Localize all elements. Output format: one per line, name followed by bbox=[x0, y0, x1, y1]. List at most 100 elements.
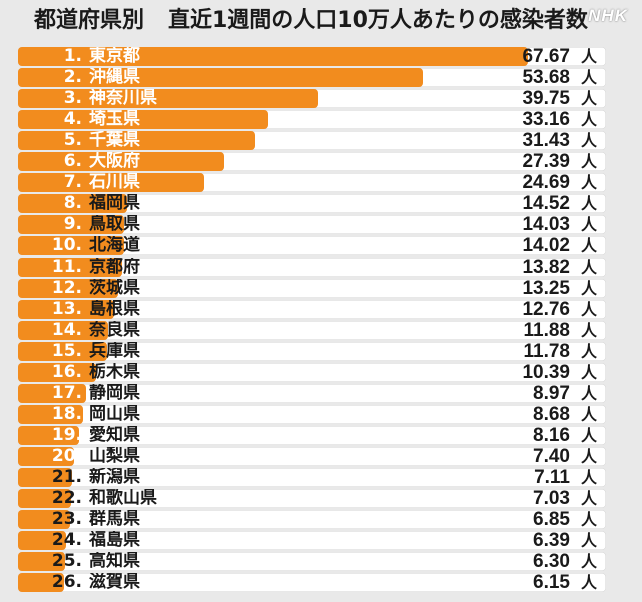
bar bbox=[18, 110, 268, 130]
unit-label: 人 bbox=[580, 341, 597, 361]
bar bbox=[18, 257, 123, 277]
prefecture-label: 茨城県 bbox=[89, 278, 140, 298]
rank-label: 8. bbox=[63, 194, 82, 214]
bar bbox=[18, 425, 80, 445]
prefecture-label: 京都府 bbox=[89, 257, 140, 277]
bar-row: 18. 岡山県 8.68 人 bbox=[18, 404, 606, 424]
rank-label: 11. bbox=[51, 257, 82, 277]
value-label: 8.97 bbox=[533, 383, 570, 403]
value-label: 24.69 bbox=[522, 173, 570, 193]
rank-label: 19. bbox=[51, 425, 82, 445]
rank-label: 16. bbox=[51, 362, 82, 382]
value-label: 67.67 bbox=[522, 47, 570, 66]
rank-label: 7. bbox=[63, 173, 82, 193]
chart-title: 都道府県別 直近1週間の人口10万人あたりの感染者数 bbox=[0, 0, 642, 42]
rank-label: 24. bbox=[51, 531, 82, 551]
bar bbox=[18, 173, 205, 193]
value-label: 13.25 bbox=[522, 278, 570, 298]
prefecture-label: 千葉県 bbox=[89, 131, 140, 151]
value-label: 13.82 bbox=[522, 257, 570, 277]
unit-label: 人 bbox=[580, 552, 597, 572]
bar bbox=[18, 446, 74, 466]
value-label: 31.43 bbox=[522, 131, 570, 151]
rank-label: 20. bbox=[51, 446, 82, 466]
bar bbox=[18, 489, 71, 509]
prefecture-label: 山梨県 bbox=[89, 446, 140, 466]
value-label: 11.78 bbox=[523, 341, 571, 361]
value-label: 53.68 bbox=[522, 68, 570, 88]
rank-label: 22. bbox=[51, 489, 82, 509]
unit-label: 人 bbox=[580, 89, 597, 109]
bar-row: 6. 大阪府 27.39 人 bbox=[18, 152, 606, 172]
prefecture-label: 埼玉県 bbox=[89, 110, 140, 130]
prefecture-label: 岡山県 bbox=[89, 404, 140, 424]
bar-row: 15. 兵庫県 11.78 人 bbox=[18, 341, 606, 361]
bar-row: 21. 新潟県 7.11 人 bbox=[18, 468, 606, 487]
value-label: 14.52 bbox=[522, 194, 570, 214]
value-label: 7.11 bbox=[534, 468, 570, 487]
unit-label: 人 bbox=[580, 383, 597, 403]
value-label: 7.03 bbox=[533, 489, 570, 509]
rank-label: 23. bbox=[51, 510, 82, 530]
chart-title-sub: 直近1週間の人口10万人あたりの感染者数 bbox=[168, 8, 588, 33]
unit-label: 人 bbox=[580, 489, 597, 509]
bar-row: 16. 栃木県 10.39 人 bbox=[18, 362, 606, 382]
bar-row: 26. 滋賀県 6.15 人 bbox=[18, 573, 606, 593]
prefecture-label: 静岡県 bbox=[89, 383, 140, 403]
bar bbox=[18, 341, 107, 361]
value-label: 10.39 bbox=[522, 362, 570, 382]
prefecture-label: 石川県 bbox=[89, 173, 140, 193]
prefecture-label: 神奈川県 bbox=[89, 89, 157, 109]
value-label: 8.16 bbox=[533, 425, 570, 445]
rank-label: 18. bbox=[51, 404, 82, 424]
bar bbox=[18, 510, 70, 530]
bar bbox=[18, 299, 115, 319]
bar bbox=[18, 152, 225, 172]
rank-label: 10. bbox=[51, 236, 82, 256]
value-label: 7.40 bbox=[533, 446, 570, 466]
bar bbox=[18, 89, 318, 109]
unit-label: 人 bbox=[580, 47, 597, 66]
bar-row: 5. 千葉県 31.43 人 bbox=[18, 131, 606, 151]
prefecture-label: 北海道 bbox=[89, 236, 140, 256]
bar bbox=[18, 468, 72, 487]
rank-label: 3. bbox=[63, 89, 82, 109]
unit-label: 人 bbox=[580, 152, 597, 172]
bar bbox=[18, 362, 97, 382]
unit-label: 人 bbox=[580, 299, 597, 319]
prefecture-label: 兵庫県 bbox=[89, 341, 140, 361]
prefecture-label: 福島県 bbox=[89, 531, 140, 551]
prefecture-label: 鳥取県 bbox=[89, 215, 140, 235]
bar-row: 7. 石川県 24.69 人 bbox=[18, 173, 606, 193]
bar bbox=[18, 47, 528, 66]
unit-label: 人 bbox=[580, 236, 597, 256]
bar-row: 12. 茨城県 13.25 人 bbox=[18, 278, 606, 298]
unit-label: 人 bbox=[580, 510, 597, 530]
bar bbox=[18, 552, 66, 572]
value-label: 12.76 bbox=[522, 299, 570, 319]
bar-row: 22. 和歌山県 7.03 人 bbox=[18, 489, 606, 509]
value-label: 14.03 bbox=[522, 215, 570, 235]
value-label: 14.02 bbox=[522, 236, 570, 256]
bar bbox=[18, 404, 84, 424]
bar bbox=[18, 573, 65, 593]
bar-row: 25. 高知県 6.30 人 bbox=[18, 552, 606, 572]
unit-label: 人 bbox=[580, 173, 597, 193]
prefecture-label: 福岡県 bbox=[89, 194, 140, 214]
rank-label: 13. bbox=[51, 299, 82, 319]
prefecture-label: 東京都 bbox=[89, 47, 140, 66]
prefecture-label: 新潟県 bbox=[89, 468, 140, 487]
prefecture-label: 栃木県 bbox=[89, 362, 140, 382]
value-label: 39.75 bbox=[522, 89, 570, 109]
unit-label: 人 bbox=[580, 404, 597, 424]
unit-label: 人 bbox=[580, 320, 597, 340]
value-label: 27.39 bbox=[522, 152, 570, 172]
bar-row: 24. 福島県 6.39 人 bbox=[18, 531, 606, 551]
value-label: 8.68 bbox=[533, 404, 570, 424]
prefecture-label: 和歌山県 bbox=[89, 489, 157, 509]
prefecture-label: 奈良県 bbox=[89, 320, 140, 340]
prefecture-label: 滋賀県 bbox=[89, 573, 140, 593]
bar-row: 23. 群馬県 6.85 人 bbox=[18, 510, 606, 530]
unit-label: 人 bbox=[580, 446, 597, 466]
unit-label: 人 bbox=[580, 531, 597, 551]
